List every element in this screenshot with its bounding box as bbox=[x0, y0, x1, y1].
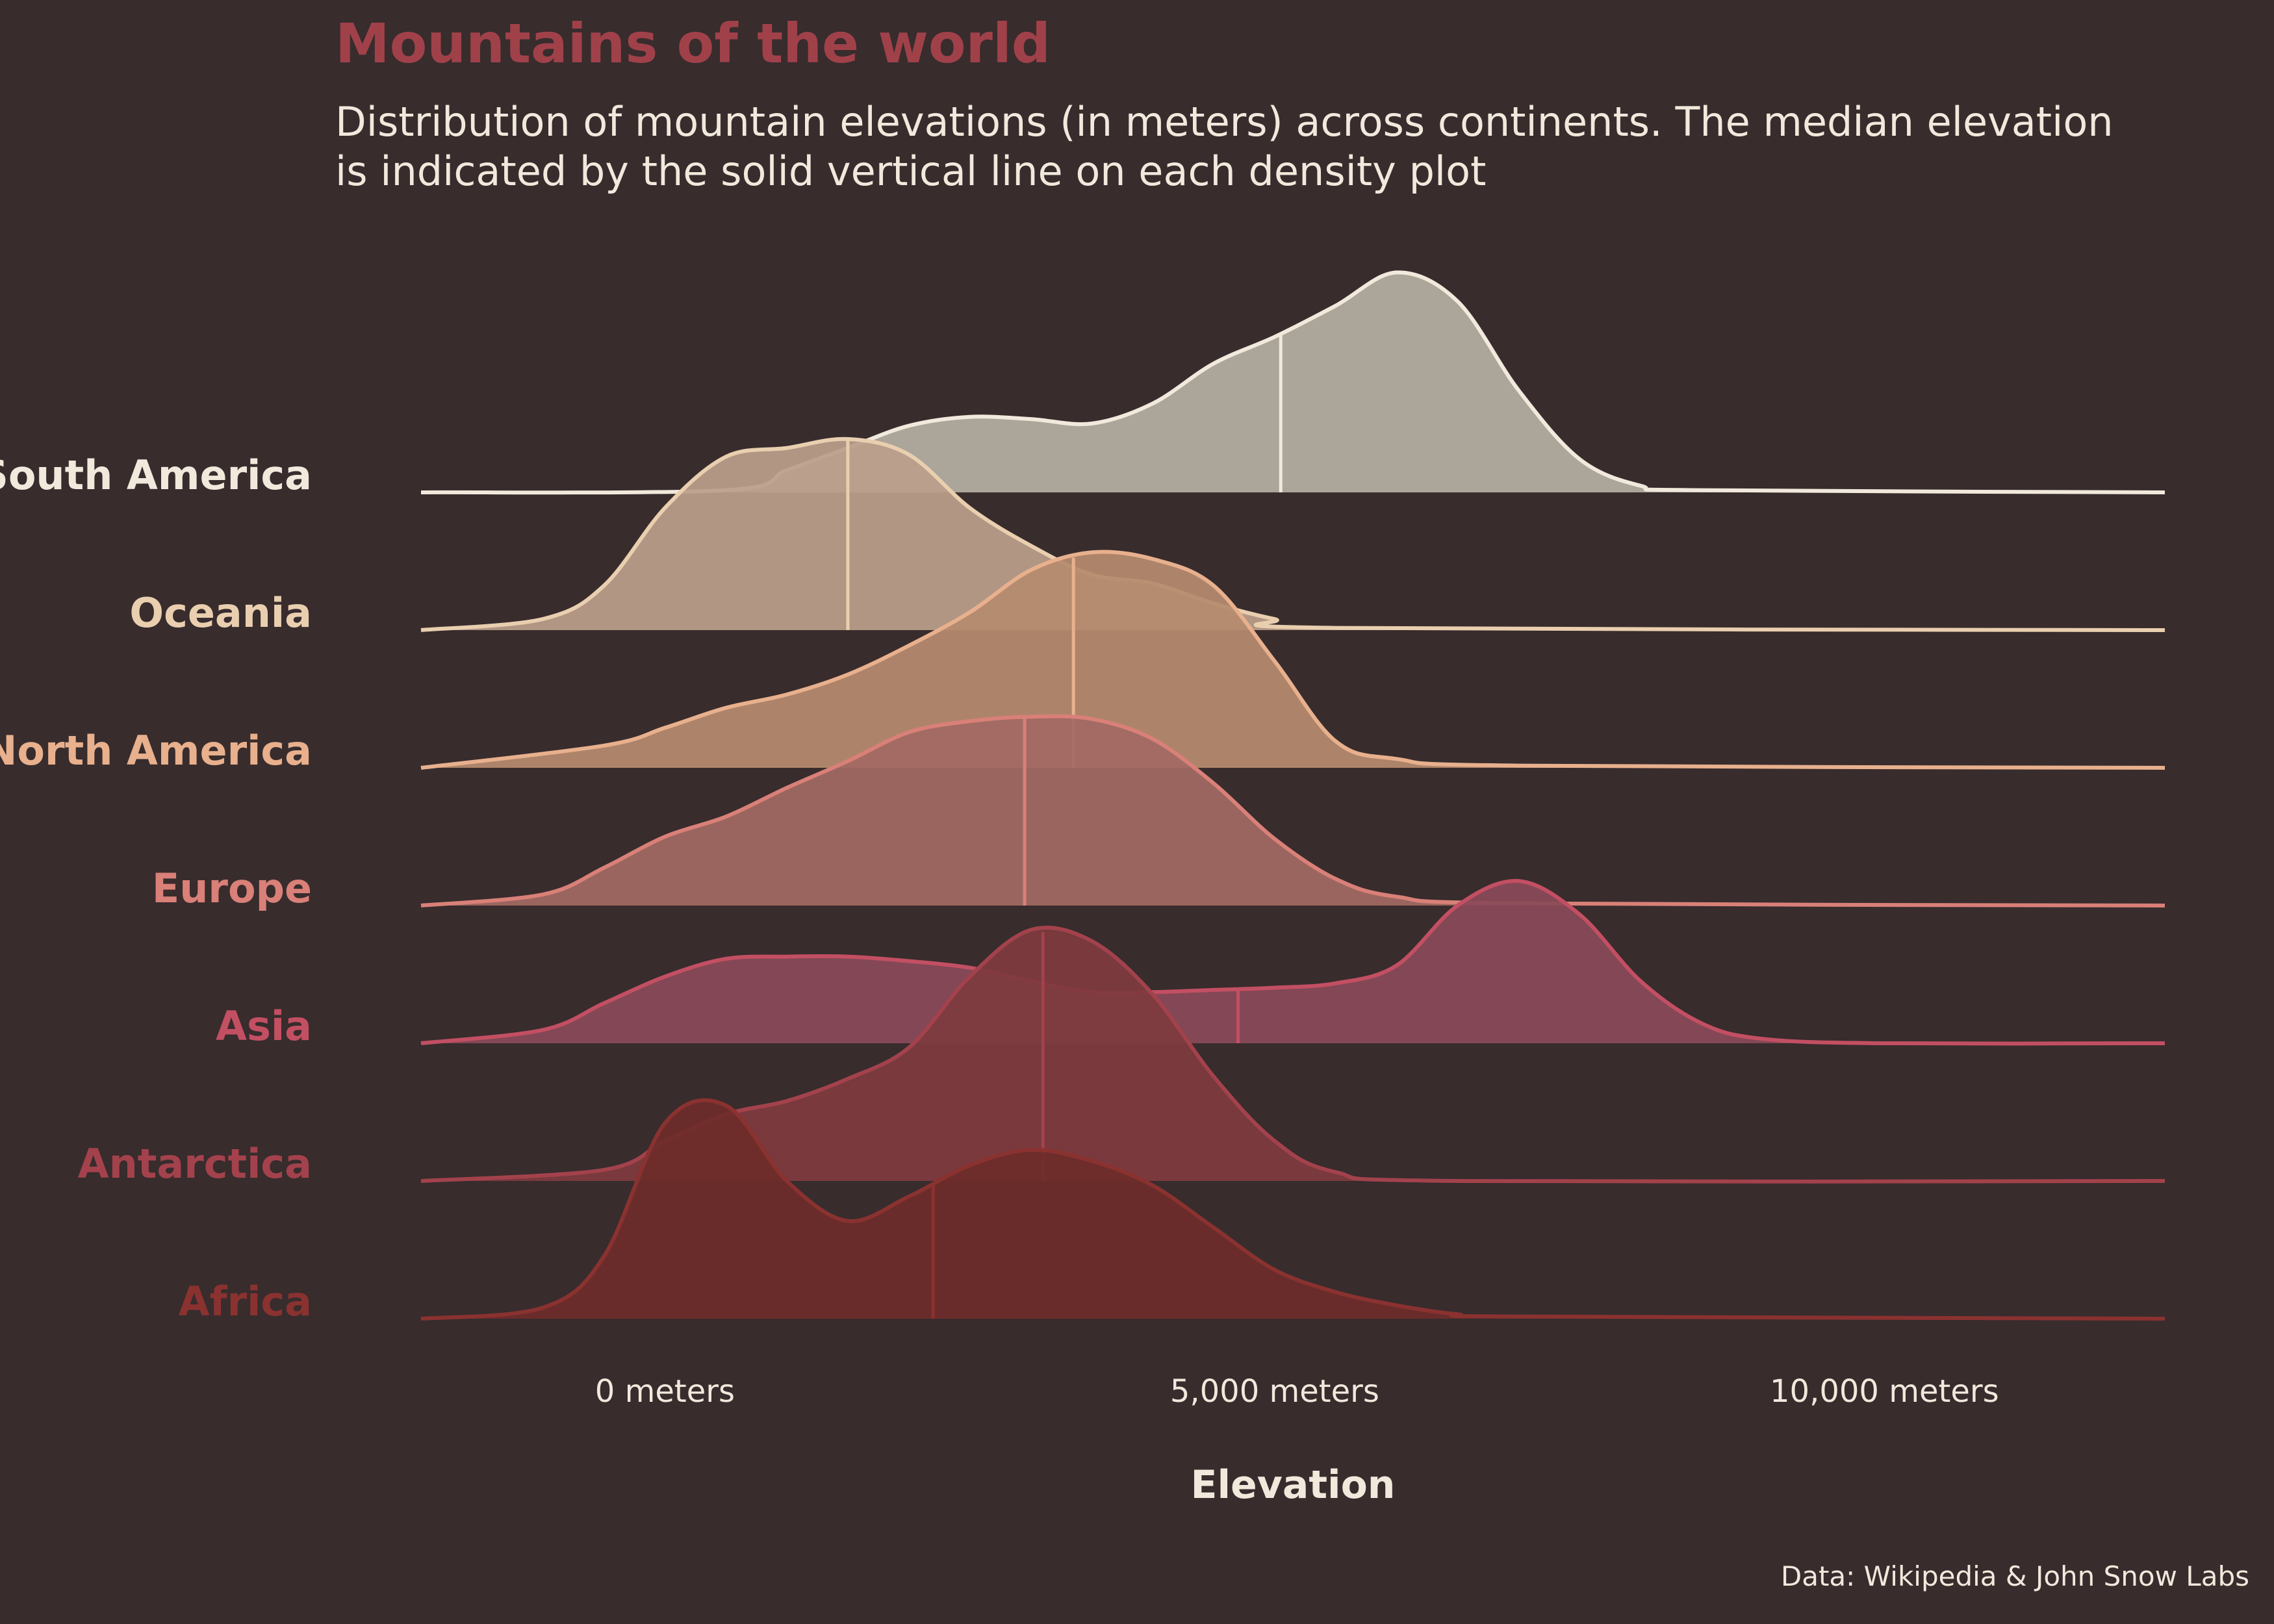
chart-subtitle: Distribution of mountain elevations (in … bbox=[335, 98, 2114, 195]
density-area-asia bbox=[421, 881, 2165, 1044]
ridge-europe bbox=[420, 714, 2165, 907]
category-label-antarctica: Antarctica bbox=[78, 1140, 312, 1187]
source-note: Data: Wikipedia & John Snow Labs bbox=[1780, 1560, 2249, 1592]
density-area-north-america bbox=[421, 552, 2165, 768]
category-label-europe: Europe bbox=[152, 865, 312, 912]
category-label-south-america: South America bbox=[0, 451, 312, 499]
chart-title: Mountains of the world bbox=[335, 12, 1051, 75]
ridge-africa bbox=[420, 1098, 2165, 1321]
density-area-oceania bbox=[421, 438, 2165, 630]
category-label-africa: Africa bbox=[179, 1278, 312, 1325]
x-tick-label: 10,000 meters bbox=[1770, 1373, 1999, 1410]
density-area-south-america bbox=[421, 272, 2165, 493]
category-label-north-america: North America bbox=[0, 727, 312, 774]
x-axis-title: Elevation bbox=[1190, 1462, 1395, 1508]
density-line-africa bbox=[420, 1098, 2165, 1321]
density-area-antarctica bbox=[421, 928, 2165, 1182]
ridge-asia bbox=[420, 879, 2165, 1046]
category-label-oceania: Oceania bbox=[129, 589, 312, 637]
density-line-north-america bbox=[420, 550, 2165, 770]
category-labels: South America Oceania North America Europe A… bbox=[0, 451, 312, 1325]
density-line-oceania bbox=[420, 437, 2165, 632]
ridge-oceania bbox=[420, 437, 2165, 632]
density-area-europe bbox=[421, 716, 2165, 906]
density-area-africa bbox=[421, 1100, 2165, 1319]
x-tick-label: 5,000 meters bbox=[1170, 1373, 1379, 1410]
density-line-europe bbox=[420, 714, 2165, 907]
density-line-asia bbox=[420, 879, 2165, 1046]
category-label-asia: Asia bbox=[216, 1002, 312, 1050]
x-axis-ticks: 0 meters 5,000 meters 10,000 meters bbox=[595, 1373, 1999, 1410]
x-tick-label: 0 meters bbox=[595, 1373, 735, 1410]
ridge-south-america bbox=[420, 270, 2165, 495]
ridges bbox=[420, 270, 2165, 1321]
